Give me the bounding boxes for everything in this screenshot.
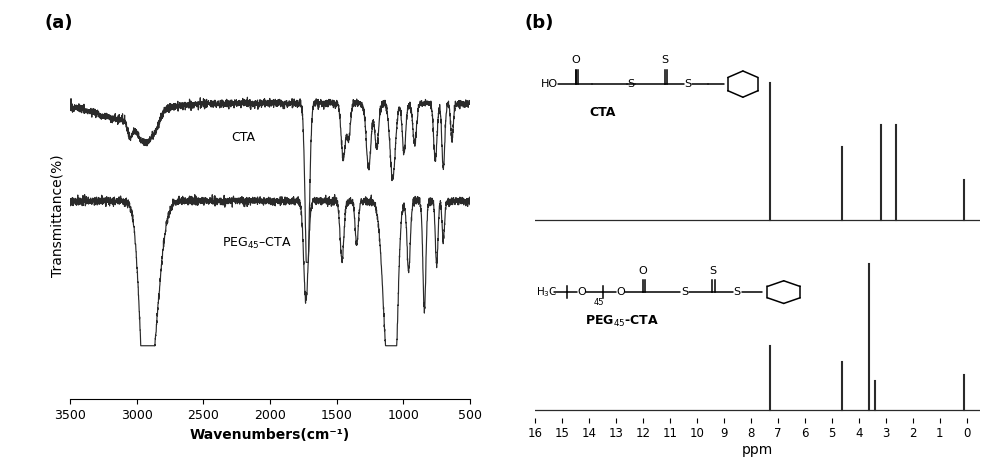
Text: PEG$_{45}$–CTA: PEG$_{45}$–CTA — [222, 235, 292, 251]
Text: S: S — [734, 287, 741, 297]
X-axis label: ppm: ppm — [742, 443, 773, 457]
Text: PEG$_{45}$-CTA: PEG$_{45}$-CTA — [585, 314, 659, 329]
Y-axis label: Transmittance(%): Transmittance(%) — [50, 154, 64, 277]
Text: O: O — [577, 287, 586, 297]
Text: HO: HO — [540, 79, 558, 89]
Text: S: S — [709, 266, 716, 276]
Text: O: O — [571, 55, 580, 65]
Text: CTA: CTA — [231, 131, 255, 144]
Text: (a): (a) — [45, 14, 74, 32]
Text: CTA: CTA — [589, 106, 616, 119]
Text: S: S — [627, 79, 634, 89]
Text: S: S — [684, 79, 691, 89]
Text: O: O — [638, 266, 647, 276]
Text: 45: 45 — [594, 298, 604, 307]
Text: (b): (b) — [525, 14, 554, 32]
Text: S: S — [661, 55, 668, 65]
X-axis label: Wavenumbers(cm⁻¹): Wavenumbers(cm⁻¹) — [190, 428, 350, 442]
Text: O: O — [616, 287, 625, 297]
Text: S: S — [681, 287, 688, 297]
Text: H$_3$C: H$_3$C — [536, 285, 558, 299]
